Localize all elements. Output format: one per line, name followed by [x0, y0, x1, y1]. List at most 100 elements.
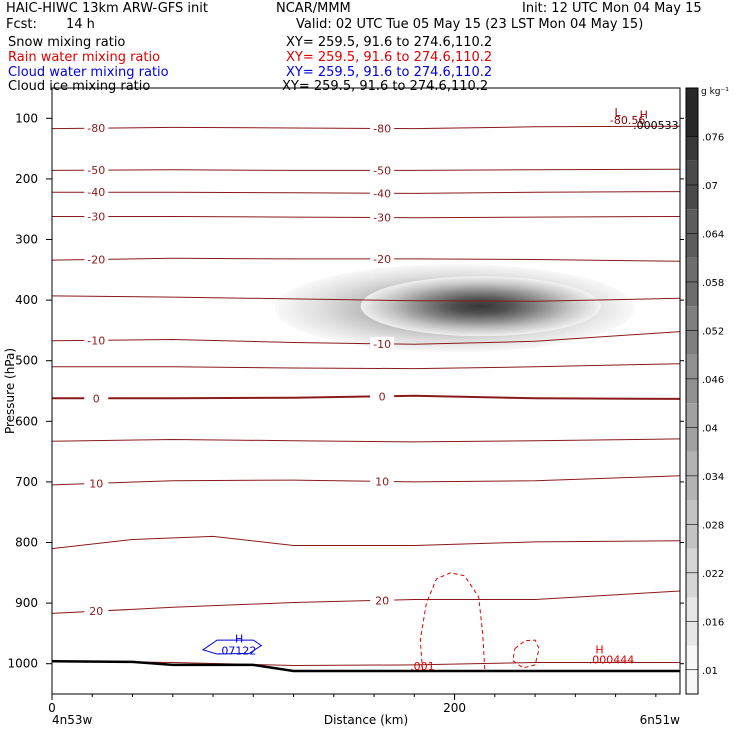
temperature-contour — [51, 438, 681, 443]
temperature-contour-label: -30 — [373, 212, 391, 225]
terrain-line — [51, 660, 680, 673]
temperature-contour-label: -40 — [373, 187, 391, 200]
field-name-snow: Snow mixing ratio — [8, 35, 126, 50]
temperature-contour-label: -10 — [373, 338, 391, 351]
temperature-contour — [52, 216, 681, 219]
field-name-rain: Rain water mixing ratio — [8, 50, 161, 65]
colorbar-tick-label: .046 — [702, 375, 724, 386]
temperature-contour — [51, 125, 681, 130]
contour-label-bg — [370, 186, 395, 200]
temperature-contour — [51, 535, 681, 550]
x-tick-label: 200 — [443, 701, 466, 715]
colorbar-tick-label: .016 — [702, 617, 724, 628]
colorbar-tick-label: .076 — [702, 132, 724, 143]
cloud-water-contour — [201, 639, 263, 655]
field-extreme-label: L — [615, 106, 622, 119]
field-extreme-label: H — [235, 632, 243, 645]
temperature-contour-label: 20 — [89, 605, 103, 618]
temperature-contour-label: -40 — [87, 186, 105, 199]
field-extreme-label: -80.56 — [610, 114, 645, 127]
temperature-contour-label: 10 — [375, 475, 389, 488]
contour-label-bg — [84, 604, 109, 618]
contour-label-bg — [370, 593, 395, 607]
temperature-contour — [51, 257, 681, 262]
field-extreme-label: .000533 — [633, 119, 679, 132]
rain-water-contour — [512, 639, 540, 669]
temperature-contour — [52, 363, 681, 370]
y-tick-label: 200 — [15, 172, 38, 186]
y-tick-label: 100 — [15, 111, 38, 125]
field-extreme-label: H — [640, 108, 648, 121]
field-name-cloud-ice: Cloud ice mixing ratio — [8, 79, 151, 94]
colorbar-tick-label: .022 — [702, 569, 724, 580]
contour-label-bg — [84, 476, 109, 490]
init-time: Init: 12 UTC Mon 04 May 15 — [522, 1, 702, 16]
field-xy-rain: XY= 259.5, 91.6 to 274.6,110.2 — [286, 50, 493, 65]
snow-shading-core — [360, 276, 601, 337]
contour-label-bg — [370, 474, 395, 488]
y-tick-label: 600 — [15, 414, 38, 428]
temperature-contour-label: 0 — [379, 390, 386, 403]
temperature-contour-label: -20 — [373, 253, 391, 266]
field-xy-snow: XY= 259.5, 91.6 to 274.6,110.2 — [286, 35, 493, 50]
temperature-contour-label: -50 — [87, 164, 105, 177]
colorbar-unit: g kg⁻¹ — [701, 87, 729, 97]
contour-label-bg — [370, 121, 395, 135]
colorbar-tick-label: .064 — [702, 229, 724, 240]
contour-label-bg — [370, 336, 395, 350]
colorbar-segment — [686, 88, 698, 137]
x-tick-label: 0 — [48, 701, 56, 715]
y-tick-label: 1000 — [7, 657, 38, 671]
colorbar-tick-label: .04 — [702, 423, 718, 434]
temperature-contour — [52, 191, 681, 194]
colorbar-tick-label: .028 — [702, 520, 724, 531]
contour-label-bg — [84, 333, 109, 347]
temperature-contour-label: -30 — [87, 210, 105, 223]
contour-label-bg — [370, 389, 395, 403]
field-extreme-label: .000444 — [589, 654, 635, 667]
contour-label-bg — [84, 163, 109, 177]
y-tick-label: 500 — [15, 354, 38, 368]
field-xy-cloud-water: XY= 259.5, 91.6 to 274.6,110.2 — [286, 65, 493, 80]
temperature-contour — [51, 331, 681, 345]
temperature-contour — [51, 475, 681, 486]
valid-time: Valid: 02 UTC Tue 05 May 15 (23 LST Mon … — [296, 17, 644, 32]
contour-label-bg — [84, 185, 109, 199]
colorbar-tick-label: .034 — [702, 472, 724, 483]
forecast-label: Fcst: — [6, 17, 37, 32]
colorbar-tick-label: .052 — [702, 326, 724, 337]
y-tick-label: 300 — [15, 233, 38, 247]
contour-label-bg — [370, 210, 395, 224]
contour-label-bg — [84, 391, 109, 405]
field-xy-cloud-ice: XY= 259.5, 91.6 to 274.6,110.2 — [282, 79, 489, 94]
colorbar-tick-label: .07 — [702, 181, 718, 192]
plot-frame — [51, 87, 681, 695]
contour-label-bg — [84, 121, 109, 135]
temperature-contour-label: -20 — [87, 253, 105, 266]
org-label: NCAR/MMM — [276, 1, 351, 16]
temperature-contour — [52, 394, 681, 400]
temperature-contour — [51, 168, 681, 171]
field-name-cloud-water: Cloud water mixing ratio — [8, 65, 169, 80]
field-extreme-label: H — [595, 643, 603, 656]
x-endpoint-end: 6n51w — [640, 713, 681, 727]
y-tick-label: 800 — [15, 536, 38, 550]
temperature-contour — [51, 295, 681, 302]
contour-label-bg — [84, 209, 109, 223]
contour-label-bg — [370, 251, 395, 265]
forecast-hour: 14 h — [66, 17, 95, 32]
y-tick-label: 400 — [15, 293, 38, 307]
x-endpoint-start: 4n53w — [52, 713, 93, 727]
temperature-contour — [51, 590, 681, 614]
y-tick-label: 900 — [15, 596, 38, 610]
rain-water-contour — [419, 572, 486, 670]
contour-label-bg — [84, 252, 109, 266]
temperature-contour-label: -80 — [373, 122, 391, 135]
contour-label-bg — [370, 163, 395, 177]
field-extreme-label: .001 — [410, 660, 435, 673]
temperature-contour-label: -10 — [87, 334, 105, 347]
temperature-contour-label: 10 — [89, 477, 103, 490]
colorbar-frame — [685, 87, 699, 695]
temperature-contour-label: 20 — [375, 594, 389, 607]
